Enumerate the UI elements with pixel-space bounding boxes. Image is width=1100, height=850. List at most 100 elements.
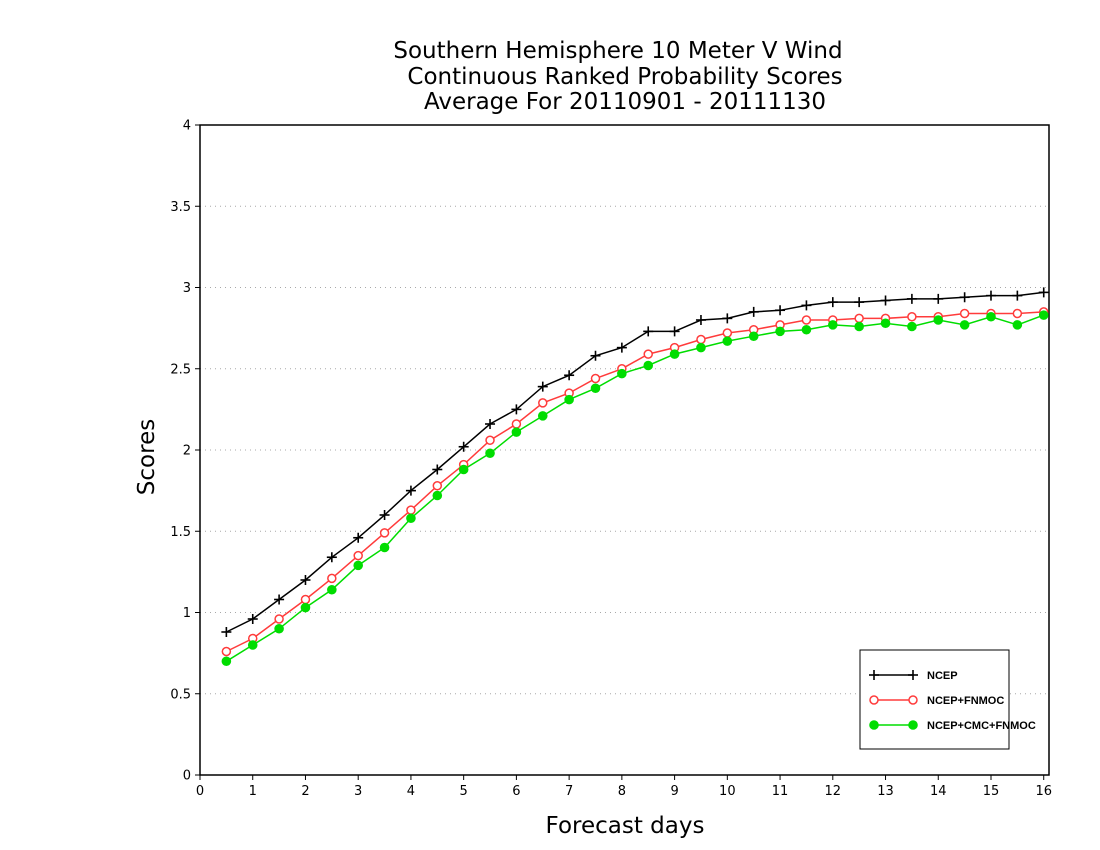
data-point <box>775 305 786 316</box>
y-tick-label: 1 <box>183 606 191 621</box>
data-point <box>221 627 232 637</box>
data-point <box>485 419 496 429</box>
data-point <box>221 656 232 667</box>
legend-label: NCEP <box>927 670 958 682</box>
data-point <box>564 394 574 405</box>
data-point <box>327 573 337 584</box>
data-point <box>959 320 970 330</box>
data-point <box>1012 290 1023 301</box>
data-point <box>854 297 865 308</box>
legend-marker <box>908 720 918 730</box>
data-point <box>590 383 601 394</box>
legend-entry: NCEP+CMC+FNMOC <box>869 720 1036 732</box>
x-tick-label: 3 <box>354 784 362 799</box>
data-point <box>458 441 469 452</box>
data-point <box>590 350 601 361</box>
x-tick-label: 8 <box>618 784 626 799</box>
x-axis: 0 1 2 3 4 5 6 7 8 9 10 11 12 13 14 15 16 <box>196 775 1052 799</box>
data-point <box>353 532 364 543</box>
data-point <box>959 308 970 319</box>
legend-label: NCEP+CMC+FNMOC <box>927 720 1036 732</box>
x-tick-label: 12 <box>825 784 842 799</box>
series-layer <box>221 287 1049 667</box>
series-line <box>226 311 1044 653</box>
data-point <box>379 510 390 520</box>
data-point <box>221 646 232 657</box>
x-tick-label: 4 <box>407 784 415 799</box>
x-tick-label: 9 <box>670 784 678 799</box>
data-point <box>300 594 311 605</box>
data-point <box>907 321 917 332</box>
data-point <box>696 334 706 345</box>
data-point <box>432 490 443 501</box>
data-point <box>1012 320 1023 330</box>
data-point <box>537 411 548 421</box>
data-point <box>775 326 785 337</box>
legend-entry: NCEP <box>869 670 958 682</box>
data-point <box>590 373 601 384</box>
series-2 <box>221 310 1049 667</box>
data-point <box>300 602 311 613</box>
data-point <box>880 295 891 306</box>
data-point <box>406 505 416 515</box>
title-line-2: Continuous Ranked Probability Scores <box>407 64 842 90</box>
x-tick-label: 10 <box>719 784 736 799</box>
data-point <box>485 435 495 445</box>
x-tick-label: 7 <box>565 784 573 799</box>
legend-marker <box>908 695 918 705</box>
data-point <box>432 464 443 475</box>
x-tick-label: 6 <box>512 784 520 799</box>
data-point <box>458 464 469 475</box>
title-line-3: Average For 20110901 - 20111130 <box>424 89 826 115</box>
data-point <box>274 623 284 634</box>
data-point <box>906 293 917 304</box>
data-point <box>247 614 258 624</box>
data-point <box>617 368 627 379</box>
legend-marker <box>908 670 918 680</box>
y-tick-label: 2 <box>183 444 191 459</box>
data-point <box>327 584 337 595</box>
data-point <box>406 513 416 524</box>
y-tick-label: 2.5 <box>170 362 191 377</box>
data-point <box>748 306 759 317</box>
data-point <box>432 481 443 491</box>
chart-title: Southern Hemisphere 10 Meter V Wind Cont… <box>393 38 842 115</box>
y-tick-label: 4 <box>183 119 191 134</box>
x-tick-label: 14 <box>930 784 947 799</box>
x-tick-label: 0 <box>196 784 204 799</box>
y-axis: 0 0.5 1 1.5 2 2.5 3 3.5 4 <box>170 119 200 784</box>
data-point <box>722 336 733 346</box>
legend-marker <box>869 695 879 705</box>
data-point <box>801 315 812 325</box>
data-point <box>616 342 627 353</box>
x-axis-label: Forecast days <box>546 813 705 839</box>
data-point <box>959 292 970 303</box>
data-point <box>274 594 285 605</box>
data-point <box>537 381 548 392</box>
data-point <box>1038 287 1049 298</box>
data-point <box>986 311 996 322</box>
data-point <box>274 614 284 624</box>
data-point <box>379 542 390 553</box>
y-tick-label: 3.5 <box>170 200 191 215</box>
data-point <box>696 342 706 353</box>
x-tick-label: 13 <box>877 784 894 799</box>
series-1 <box>221 307 1049 657</box>
data-point <box>854 321 864 332</box>
data-point <box>880 318 891 329</box>
y-tick-label: 3 <box>183 281 191 296</box>
y-tick-label: 0.5 <box>170 687 191 702</box>
x-tick-label: 1 <box>249 784 257 799</box>
data-point <box>643 360 654 371</box>
series-0 <box>221 287 1049 637</box>
x-tick-label: 2 <box>301 784 309 799</box>
series-line <box>226 291 1044 633</box>
data-point <box>247 640 258 650</box>
data-point <box>907 312 917 322</box>
data-point <box>1012 308 1023 319</box>
legend-marker <box>869 720 879 730</box>
legend-entry: NCEP+FNMOC <box>869 695 1004 707</box>
legend-marker <box>869 670 879 680</box>
data-point <box>485 448 495 459</box>
legend-label: NCEP+FNMOC <box>927 695 1004 707</box>
